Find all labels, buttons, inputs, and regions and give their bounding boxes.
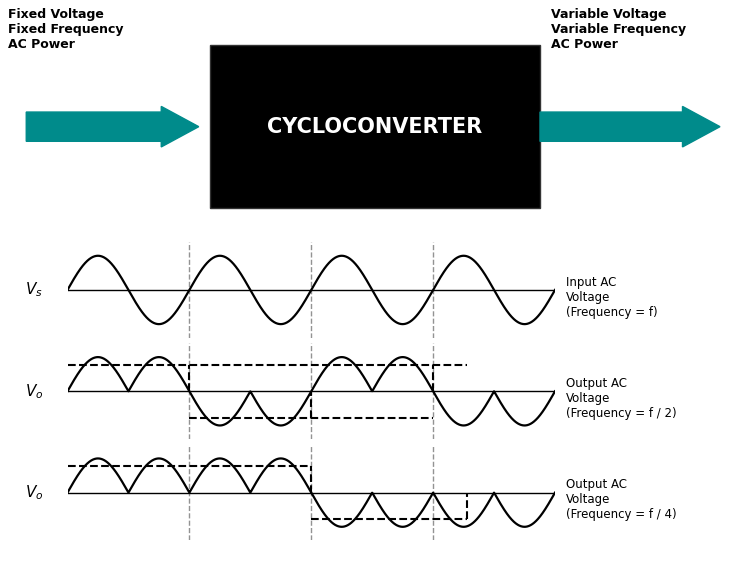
Text: Output AC
Voltage
(Frequency = f / 4): Output AC Voltage (Frequency = f / 4) [566, 478, 676, 521]
Text: Input AC
Voltage
(Frequency = f): Input AC Voltage (Frequency = f) [566, 275, 658, 319]
Bar [210, 45, 540, 208]
FancyArrow shape [26, 106, 199, 147]
Text: Variable Voltage
Variable Frequency
AC Power: Variable Voltage Variable Frequency AC P… [551, 8, 686, 51]
Text: V$_o$: V$_o$ [25, 483, 43, 502]
Text: CYCLOCONVERTER: CYCLOCONVERTER [267, 117, 483, 137]
Text: V$_o$: V$_o$ [25, 382, 43, 401]
Text: V$_s$: V$_s$ [26, 280, 43, 300]
Text: Fixed Voltage
Fixed Frequency
AC Power: Fixed Voltage Fixed Frequency AC Power [8, 8, 123, 51]
Text: Output AC
Voltage
(Frequency = f / 2): Output AC Voltage (Frequency = f / 2) [566, 377, 676, 420]
FancyArrow shape [540, 106, 720, 147]
